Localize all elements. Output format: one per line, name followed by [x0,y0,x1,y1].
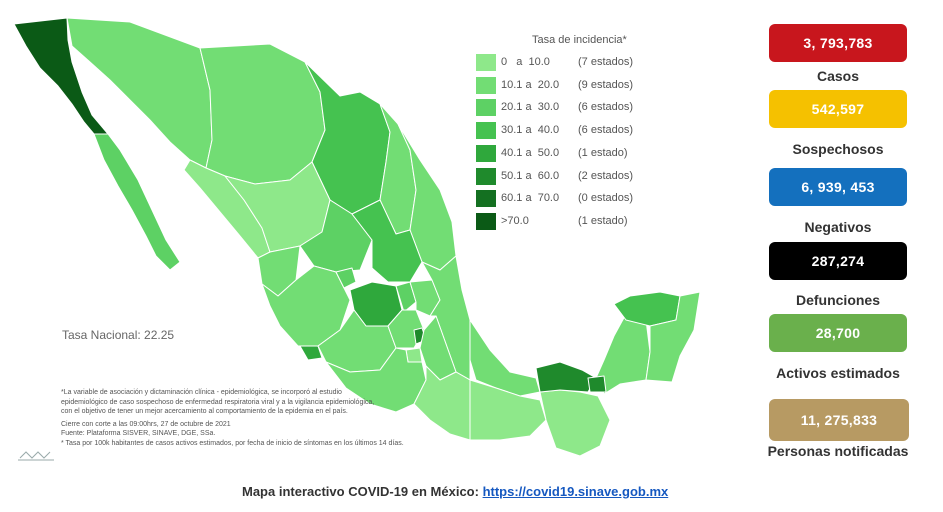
state-guerrero[interactable] [325,347,427,413]
state-oaxaca[interactable] [413,365,470,441]
legend-swatch [476,167,496,185]
state-morelos[interactable] [405,347,423,363]
legend-row: 30.1 a 40.0 (6 estados) [476,122,676,142]
legend-count: (9 estados) [578,78,634,91]
legend-row: 60.1 a 70.0 (0 estados) [476,190,676,210]
legend-range: 40.1 a 50.0 [501,146,560,159]
legend-row: 20.1 a 30.0 (6 estados) [476,99,676,119]
legend-range: 10.1 a 20.0 [501,78,560,91]
stat-value-box: 3, 793,783 [769,24,907,62]
state-sonora[interactable] [66,17,213,169]
state-campeche-east[interactable] [587,375,607,393]
footnote-line: con el objetivo de tener un mejor acerca… [61,408,348,416]
stat-label: Activos estimados [776,365,900,381]
legend-count: (1 estado) [578,146,628,159]
legend-row: 40.1 a 50.0 (1 estado) [476,144,676,165]
legend-row: 50.1 a 60.0 (2 estados) [476,167,676,188]
legend-count: (0 estados) [578,192,634,205]
legend-swatch [476,190,496,208]
legend-range: 30.1 a 40.0 [501,124,560,137]
legend-count: (6 estados) [578,124,634,137]
footnote-line: * Tasa por 100k habitantes de casos acti… [61,439,404,447]
legend-count: (2 estados) [578,169,634,182]
footnote-line: Fuente: Plataforma SISVER, SINAVE, DGE, … [61,430,216,438]
state-quintana-roo[interactable] [645,291,701,383]
stat-value-box: 6, 939, 453 [769,168,907,206]
state-baja-california-sur[interactable] [93,133,181,271]
legend-range: 50.1 a 60.0 [501,169,560,182]
wave-logo-icon [18,451,54,461]
legend-row: 0 a 10.0 (7 estados) [476,54,676,74]
state-san-luis-potosi[interactable] [351,199,423,283]
mexico-map-east [469,291,701,457]
stat-value-box: 11, 275,833 [769,399,909,441]
footnote-line: epidemiológico de caso sospechoso de enf… [61,398,375,406]
legend-count: (6 estados) [578,101,634,114]
stat-value-box: 28,700 [769,314,907,352]
legend-swatch [476,122,496,140]
stat-value-box: 287,274 [769,242,907,280]
national-rate: Tasa Nacional: 22.25 [62,328,175,342]
legend-count: (7 estados) [578,56,634,68]
footnote-line: Cierre con corte a las 09:00hrs, 27 de o… [61,420,231,428]
legend-range: 60.1 a 70.0 [501,192,560,205]
stat-label: Sospechosos [792,141,884,157]
footnotes: *La variable de asociación y dictaminaci… [61,388,441,449]
covid-map-link[interactable]: https://covid19.sinave.gob.mx [482,484,669,499]
legend-swatch [476,144,496,162]
footer: Mapa interactivo COVID-19 en México: htt… [242,484,668,499]
legend-swatch [476,76,496,94]
legend-count: (1 estado) [578,214,628,227]
state-veracruz-south[interactable] [469,319,541,397]
state-aguascalientes[interactable] [335,267,357,289]
stat-value-box: 542,597 [769,90,907,128]
mexico-map [13,17,470,441]
stat-label: Negativos [804,219,872,235]
legend-range: 0 a 10.0 [501,56,550,68]
footnote-line: *La variable de asociación y dictaminaci… [61,389,342,396]
legend-swatch [476,99,496,117]
legend-row: >70.0 (1 estado) [476,212,676,233]
legend-title: Tasa de incidencia* [532,34,627,46]
legend-range: >70.0 [501,214,529,227]
stat-label: Personas notificadas [767,443,909,459]
state-chiapas[interactable] [539,389,611,457]
stat-label: Defunciones [795,292,880,308]
state-campeche[interactable] [595,313,651,395]
state-tabasco-main[interactable] [535,361,597,393]
legend-swatch [476,212,496,230]
legend-range: 20.1 a 30.0 [501,101,560,114]
legend-row: 10.1 a 20.0 (9 estados) [476,76,676,97]
legend-swatch [476,54,496,71]
footer-text: Mapa interactivo COVID-19 en México: [242,484,483,499]
state-colima[interactable] [299,345,323,361]
state-jalisco[interactable] [261,265,351,347]
stat-label: Casos [816,68,860,84]
